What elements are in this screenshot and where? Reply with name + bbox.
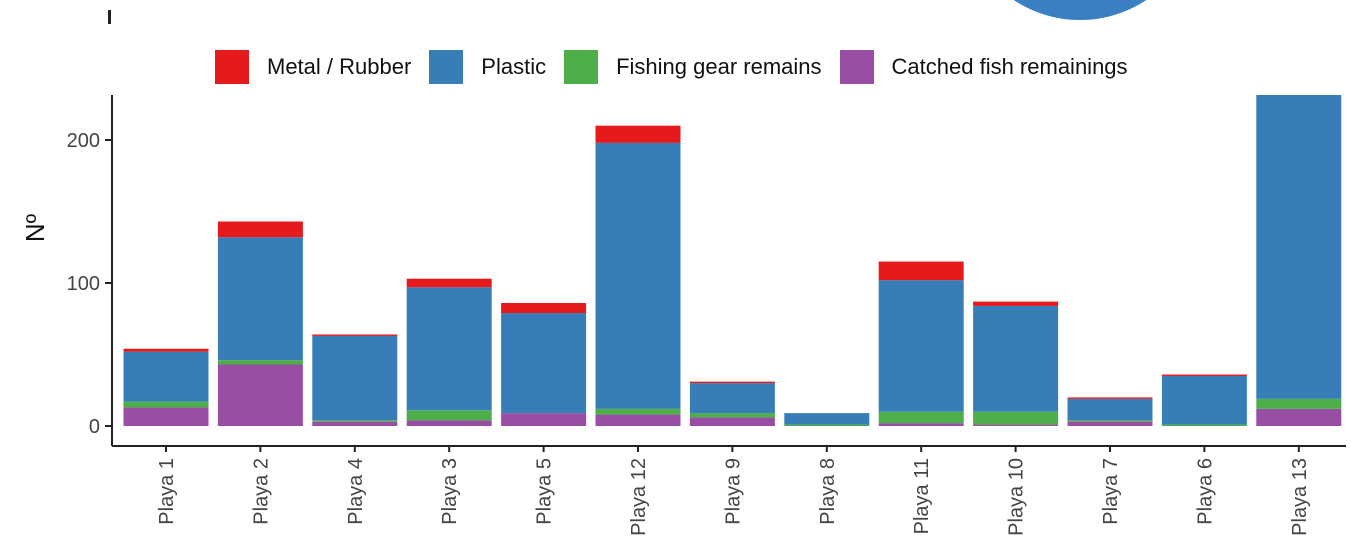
- bar-segment: [406, 420, 492, 426]
- bar-segment: [595, 408, 681, 415]
- bar-segment: [595, 142, 681, 409]
- bar-segment: [217, 237, 303, 361]
- bar-segment: [689, 417, 775, 426]
- bar-segment: [878, 411, 964, 424]
- x-tick-label: Playa 10: [1006, 458, 1028, 536]
- chart-legend: Metal / Rubber Plastic Fishing gear rema…: [215, 50, 1146, 84]
- x-tick-label: Playa 2: [250, 458, 272, 525]
- bar-segment: [1161, 375, 1247, 425]
- bar-segment: [1161, 424, 1247, 426]
- bar-segment: [406, 410, 492, 421]
- x-tick-label: Playa 12: [628, 458, 650, 536]
- bar-segment: [973, 301, 1059, 306]
- bar-segment: [784, 413, 870, 425]
- bar-segment: [1067, 397, 1153, 399]
- y-tick-label: 100: [67, 273, 100, 295]
- legend-item-catched-fish: Catched fish remainings: [839, 50, 1128, 84]
- x-tick-label: Playa 3: [439, 458, 461, 525]
- bar-segment: [973, 411, 1059, 425]
- bar-segment: [123, 407, 209, 426]
- bar-segment: [501, 313, 587, 414]
- bar-segment: [784, 424, 870, 426]
- legend-label-plastic: Plastic: [481, 54, 547, 79]
- bar-segment: [217, 360, 303, 365]
- bar-segment: [878, 280, 964, 412]
- bar-segment: [406, 287, 492, 411]
- x-tick-label: Playa 9: [722, 458, 744, 525]
- legend-swatch-metal-rubber: [215, 50, 249, 84]
- bar-segment: [501, 413, 587, 426]
- x-tick-label: Playa 6: [1194, 458, 1216, 525]
- legend-label-metal-rubber: Metal / Rubber: [267, 54, 412, 79]
- top-axis-fragment: [108, 10, 111, 24]
- legend-item-fishing-gear: Fishing gear remains: [564, 50, 822, 84]
- bar-segment: [1256, 408, 1342, 426]
- legend-swatch-catched-fish: [839, 50, 874, 84]
- legend-item-metal-rubber: Metal / Rubber: [215, 50, 411, 84]
- bar-segment: [1067, 398, 1153, 421]
- bar-segment: [123, 351, 209, 402]
- x-tick-label: Playa 13: [1289, 458, 1311, 536]
- bar-segment: [973, 424, 1059, 426]
- bar-segment: [595, 125, 681, 143]
- bar-segment: [1067, 421, 1153, 426]
- bar-segment: [123, 401, 209, 408]
- x-tick-label: Playa 4: [345, 458, 367, 525]
- legend-swatch-fishing-gear: [564, 50, 599, 84]
- x-tick-label: Playa 1: [156, 458, 178, 525]
- bar-segment: [217, 221, 303, 238]
- bar-segment: [689, 383, 775, 414]
- bar-segment: [501, 303, 587, 314]
- bar-segment: [689, 413, 775, 418]
- bar-segment: [312, 420, 398, 422]
- bar-segment: [312, 421, 398, 426]
- bar-segment: [689, 381, 775, 384]
- bar-segment: [595, 414, 681, 426]
- x-tick-label: Playa 7: [1100, 458, 1122, 525]
- bar-segment: [878, 261, 964, 281]
- x-tick-label: Playa 8: [817, 458, 839, 525]
- bar-segment: [312, 335, 398, 421]
- bar-segment: [406, 278, 492, 288]
- y-axis-label: Nº: [20, 213, 50, 242]
- y-tick-label: 200: [67, 130, 100, 152]
- bar-segment: [1161, 374, 1247, 376]
- bar-segment: [878, 423, 964, 426]
- legend-label-fishing-gear: Fishing gear remains: [616, 54, 822, 79]
- bar-segment: [123, 348, 209, 352]
- x-tick-label: Playa 11: [911, 458, 933, 534]
- legend-item-plastic: Plastic: [429, 50, 546, 84]
- bar-segment: [217, 364, 303, 426]
- legend-swatch-plastic: [429, 50, 464, 84]
- x-tick-label: Playa 5: [534, 458, 556, 525]
- bar-segment: [1256, 95, 1342, 399]
- y-tick-label: 0: [89, 416, 100, 438]
- bar-segment: [973, 305, 1059, 412]
- legend-label-catched-fish: Catched fish remainings: [891, 54, 1128, 79]
- bar-segment: [1256, 398, 1342, 409]
- bar-segment: [312, 334, 398, 336]
- bar-segment: [1067, 420, 1153, 422]
